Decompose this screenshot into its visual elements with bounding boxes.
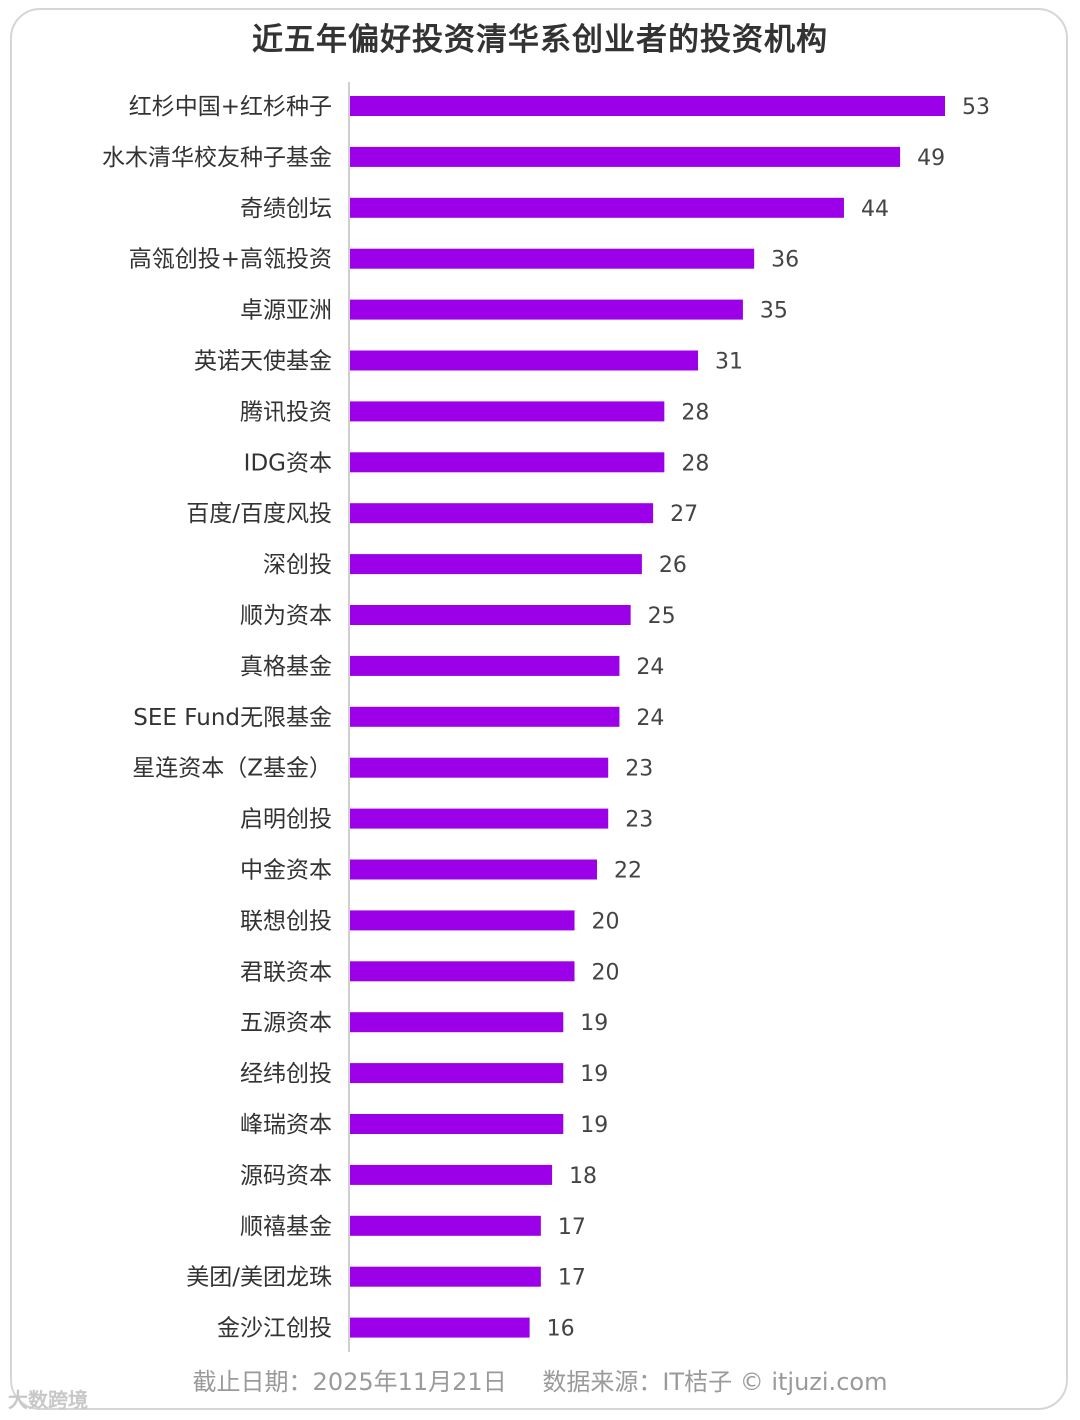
bar	[350, 757, 609, 778]
footer: 截止日期：2025年11月21日 数据来源：IT桔子 © itjuzi.com	[0, 1362, 1080, 1397]
data-label: 24	[636, 655, 664, 680]
bar	[350, 401, 665, 422]
data-label: 18	[569, 1164, 597, 1189]
category-label: 红杉中国+红杉种子	[129, 94, 332, 120]
bar	[350, 452, 665, 473]
category-label: 奇绩创坛	[240, 196, 332, 222]
bar	[350, 1164, 553, 1185]
bar	[350, 961, 575, 982]
data-label: 25	[648, 604, 676, 629]
data-label: 17	[558, 1215, 586, 1240]
data-label: 22	[614, 859, 642, 884]
category-label: IDG资本	[244, 450, 332, 476]
data-label: 20	[592, 960, 620, 985]
data-label: 27	[670, 502, 698, 527]
category-label: 君联资本	[240, 959, 332, 985]
category-label: 卓源亚洲	[240, 298, 332, 324]
category-label: 源码资本	[240, 1163, 332, 1189]
bar	[350, 1012, 564, 1033]
bar	[350, 1215, 541, 1236]
bar	[350, 1317, 530, 1338]
category-label: 深创投	[263, 552, 332, 578]
data-label: 20	[592, 909, 620, 934]
bar	[350, 859, 597, 880]
category-label: 百度/百度风投	[186, 501, 332, 527]
data-label: 44	[861, 197, 889, 222]
data-label: 17	[558, 1266, 586, 1291]
data-label: 28	[681, 400, 709, 425]
bar	[350, 1063, 564, 1084]
data-label: 53	[962, 95, 990, 120]
data-label: 16	[547, 1317, 575, 1342]
category-label: 五源资本	[240, 1010, 332, 1036]
data-label: 19	[580, 1113, 608, 1138]
category-label: 高瓴创投+高瓴投资	[129, 247, 332, 273]
bar	[350, 655, 620, 676]
category-label: SEE Fund无限基金	[133, 705, 332, 731]
category-label: 顺禧基金	[240, 1214, 332, 1240]
bar	[350, 706, 620, 727]
data-label: 36	[771, 248, 799, 273]
category-label: 顺为资本	[240, 603, 332, 629]
category-label: 星连资本（Z基金）	[132, 756, 332, 782]
category-label: 英诺天使基金	[194, 349, 332, 375]
data-label: 23	[625, 808, 653, 833]
category-label: 中金资本	[240, 858, 332, 884]
footer-date: 截止日期：2025年11月21日	[192, 1368, 507, 1396]
data-label: 28	[681, 451, 709, 476]
bar	[350, 1266, 541, 1287]
bar	[350, 96, 945, 116]
bar	[350, 350, 699, 371]
category-label: 启明创投	[240, 807, 332, 833]
data-label: 26	[659, 553, 687, 578]
bar	[350, 1114, 564, 1134]
category-label: 峰瑞资本	[240, 1112, 332, 1138]
data-label: 19	[580, 1062, 608, 1087]
category-label: 腾讯投资	[240, 399, 332, 425]
bar	[350, 299, 743, 320]
category-label: 经纬创投	[240, 1061, 332, 1087]
data-label: 19	[580, 1011, 608, 1036]
data-label: 23	[625, 757, 653, 782]
data-label: 49	[917, 146, 945, 171]
category-label: 水木清华校友种子基金	[102, 145, 332, 171]
watermark-logo: 大数跨境	[8, 1388, 88, 1412]
bar	[350, 503, 654, 524]
data-label: 31	[715, 350, 743, 375]
bar	[350, 605, 631, 625]
data-label: 35	[760, 299, 788, 324]
category-label: 联想创投	[240, 908, 332, 934]
category-label: 美团/美团龙珠	[186, 1265, 332, 1291]
bar	[350, 910, 575, 931]
footer-source: 数据来源：IT桔子 © itjuzi.com	[542, 1368, 888, 1396]
category-label: 金沙江创投	[217, 1316, 332, 1342]
bar	[350, 248, 755, 269]
chart-title: 近五年偏好投资清华系创业者的投资机构	[252, 22, 828, 58]
bar	[350, 146, 901, 167]
bar	[350, 554, 642, 575]
bar	[350, 197, 844, 218]
bar	[350, 808, 609, 829]
data-label: 24	[636, 706, 664, 731]
category-label: 真格基金	[240, 654, 332, 680]
